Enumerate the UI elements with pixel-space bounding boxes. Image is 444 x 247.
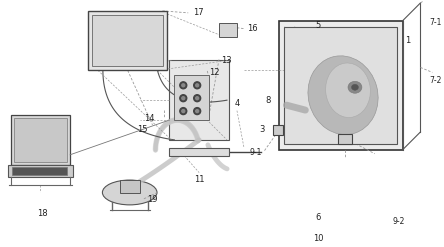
Ellipse shape bbox=[352, 84, 358, 90]
Bar bbox=[285, 27, 396, 144]
Circle shape bbox=[182, 110, 185, 113]
Circle shape bbox=[194, 108, 201, 115]
Text: 9-1: 9-1 bbox=[249, 148, 262, 157]
Text: 12: 12 bbox=[209, 68, 220, 77]
Text: 11: 11 bbox=[194, 175, 204, 184]
Circle shape bbox=[180, 82, 187, 89]
Circle shape bbox=[196, 110, 198, 113]
Ellipse shape bbox=[103, 180, 157, 205]
Text: 10: 10 bbox=[313, 234, 324, 243]
Text: 17: 17 bbox=[193, 8, 204, 17]
Bar bbox=[92, 15, 163, 66]
Bar bbox=[120, 180, 139, 193]
Text: 16: 16 bbox=[247, 24, 258, 33]
Text: 15: 15 bbox=[137, 125, 147, 134]
Circle shape bbox=[196, 84, 198, 87]
Ellipse shape bbox=[325, 63, 370, 118]
Circle shape bbox=[194, 95, 201, 102]
Text: 19: 19 bbox=[147, 195, 158, 204]
Bar bbox=[14, 118, 67, 162]
Bar bbox=[338, 134, 352, 144]
Ellipse shape bbox=[348, 81, 362, 93]
Circle shape bbox=[180, 108, 187, 115]
Text: 6: 6 bbox=[316, 213, 321, 222]
Text: 4: 4 bbox=[234, 99, 239, 108]
Bar bbox=[88, 11, 167, 70]
Text: 13: 13 bbox=[221, 56, 232, 64]
Circle shape bbox=[180, 95, 187, 102]
Text: 9-2: 9-2 bbox=[392, 217, 405, 226]
Bar bbox=[219, 23, 237, 37]
Ellipse shape bbox=[308, 56, 378, 135]
Text: 7-2: 7-2 bbox=[429, 76, 442, 85]
Bar bbox=[170, 148, 229, 156]
Bar bbox=[278, 21, 403, 150]
Bar bbox=[170, 61, 229, 140]
Circle shape bbox=[182, 97, 185, 100]
Bar bbox=[12, 167, 67, 175]
Text: 5: 5 bbox=[316, 21, 321, 30]
Text: 3: 3 bbox=[259, 125, 264, 134]
Text: 1: 1 bbox=[405, 36, 411, 45]
Bar bbox=[11, 115, 70, 165]
Circle shape bbox=[196, 97, 198, 100]
Bar bbox=[273, 125, 282, 135]
Circle shape bbox=[182, 84, 185, 87]
Text: 14: 14 bbox=[144, 114, 155, 123]
Bar bbox=[174, 75, 209, 120]
Circle shape bbox=[194, 82, 201, 89]
Text: 8: 8 bbox=[265, 96, 270, 105]
Bar bbox=[8, 165, 73, 177]
Text: 7-1: 7-1 bbox=[429, 18, 442, 27]
Text: 18: 18 bbox=[37, 209, 48, 218]
